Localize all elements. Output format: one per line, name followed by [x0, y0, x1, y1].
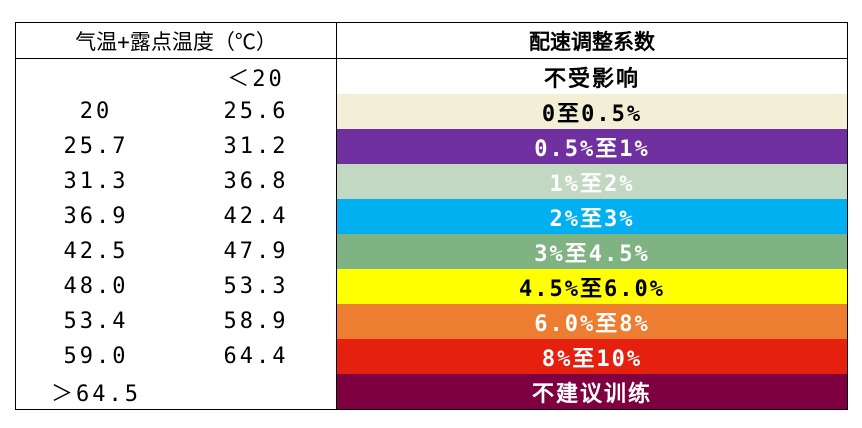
- high-cell: 58.9: [176, 304, 337, 339]
- factor-cell: 0.5%至1%: [336, 129, 848, 164]
- table-row: 36.9 42.4 2%至3%: [15, 199, 848, 234]
- high-cell: 47.9: [176, 234, 337, 269]
- table-row: 20 25.6 0至0.5%: [15, 94, 848, 129]
- low-cell: 53.4: [15, 304, 176, 339]
- table-row: 42.5 47.9 3%至4.5%: [15, 234, 848, 269]
- table-row: 53.4 58.9 6.0%至8%: [15, 304, 848, 339]
- header-cell: 配速调整系数: [336, 22, 848, 59]
- table-row: 25.7 31.2 0.5%至1%: [15, 129, 848, 164]
- factor-cell: 3%至4.5%: [336, 234, 848, 269]
- high-cell: 42.4: [176, 199, 337, 234]
- low-cell: 20: [15, 94, 176, 129]
- factor-cell: 6.0%至8%: [336, 304, 848, 339]
- high-cell: 53.3: [176, 269, 337, 304]
- factor-cell: 1%至2%: [336, 164, 848, 199]
- table-row: ＞64.5 不建议训练: [15, 374, 848, 410]
- table-row: 59.0 64.4 8%至10%: [15, 339, 848, 374]
- low-cell: ＞64.5: [15, 374, 176, 410]
- factor-cell: 4.5%至6.0%: [336, 269, 848, 304]
- factor-cell: 不受影响: [336, 58, 848, 94]
- low-cell: 36.9: [15, 199, 176, 234]
- low-cell: 48.0: [15, 269, 176, 304]
- high-cell: 64.4: [176, 339, 337, 374]
- table-body: ＜20 不受影响 20 25.6 0至0.5% 25.7 31.2 0.5%至1% 31.3 36…: [15, 58, 848, 410]
- pace-table: 气温+露点温度（℃） 配速调整系数 ＜20 不受影响 20 25.6 0至0.5% 25.…: [15, 22, 848, 410]
- factor-cell: 不建议训练: [336, 374, 848, 410]
- header-cell: 气温+露点温度（℃）: [15, 22, 337, 59]
- low-cell: 42.5: [15, 234, 176, 269]
- high-cell: ＜20: [176, 58, 337, 94]
- table-row: 48.0 53.3 4.5%至6.0%: [15, 269, 848, 304]
- header-row: 气温+露点温度（℃） 配速调整系数: [15, 22, 848, 59]
- high-cell: 36.8: [176, 164, 337, 199]
- high-cell: 25.6: [176, 94, 337, 129]
- table-row: ＜20 不受影响: [15, 58, 848, 94]
- low-cell: 25.7: [15, 129, 176, 164]
- high-cell: [176, 374, 337, 410]
- table-row: 31.3 36.8 1%至2%: [15, 164, 848, 199]
- factor-cell: 8%至10%: [336, 339, 848, 374]
- low-cell: [15, 58, 176, 94]
- factor-cell: 0至0.5%: [336, 94, 848, 129]
- low-cell: 31.3: [15, 164, 176, 199]
- low-cell: 59.0: [15, 339, 176, 374]
- factor-cell: 2%至3%: [336, 199, 848, 234]
- high-cell: 31.2: [176, 129, 337, 164]
